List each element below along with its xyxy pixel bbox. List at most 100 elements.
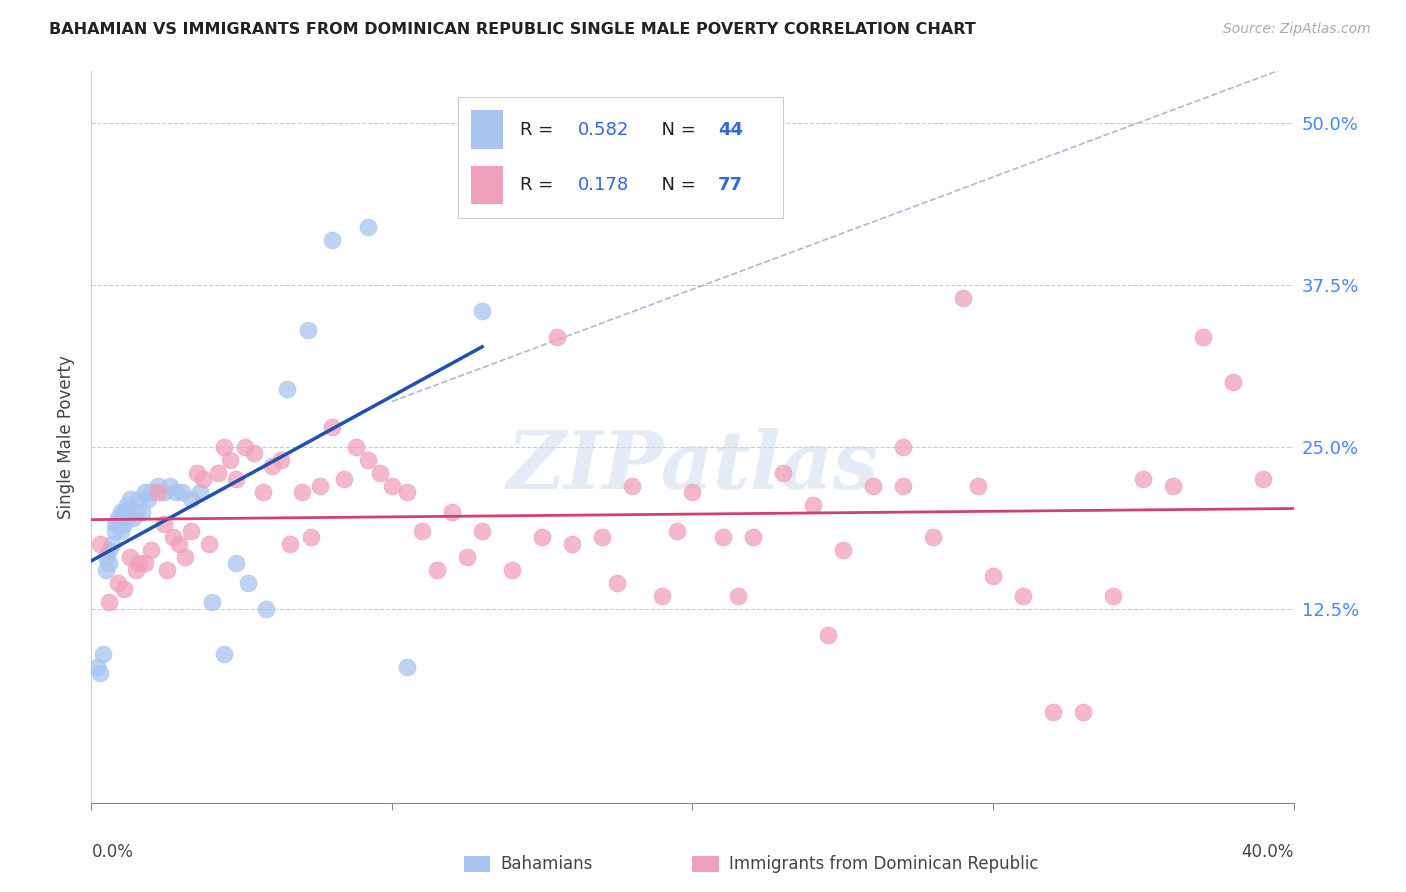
Point bbox=[197, 537, 219, 551]
Text: 0.0%: 0.0% bbox=[91, 843, 134, 861]
Text: 40.0%: 40.0% bbox=[1241, 843, 1294, 861]
Point bbox=[89, 537, 111, 551]
Point bbox=[117, 498, 139, 512]
Point bbox=[207, 466, 229, 480]
Point bbox=[236, 575, 259, 590]
Point bbox=[666, 524, 689, 538]
Point bbox=[104, 517, 127, 532]
Point bbox=[162, 530, 184, 544]
Point bbox=[114, 504, 136, 518]
Point bbox=[201, 595, 224, 609]
Point bbox=[146, 485, 169, 500]
Point bbox=[321, 233, 343, 247]
Point bbox=[165, 485, 187, 500]
Point bbox=[89, 666, 111, 681]
Point bbox=[381, 478, 404, 492]
Point bbox=[621, 478, 644, 492]
Point bbox=[107, 575, 129, 590]
Point bbox=[297, 323, 319, 337]
Point bbox=[1253, 472, 1275, 486]
Point bbox=[134, 557, 156, 571]
Point bbox=[344, 440, 367, 454]
Point bbox=[254, 601, 277, 615]
Point bbox=[308, 478, 330, 492]
Point bbox=[862, 478, 884, 492]
Point bbox=[173, 549, 195, 564]
Point bbox=[98, 543, 121, 558]
Point bbox=[114, 517, 136, 532]
Point bbox=[93, 647, 115, 661]
Point bbox=[801, 498, 824, 512]
Point bbox=[471, 524, 494, 538]
Point bbox=[141, 543, 163, 558]
Point bbox=[591, 530, 613, 544]
Point bbox=[101, 537, 124, 551]
Point bbox=[180, 491, 202, 506]
Point bbox=[711, 530, 734, 544]
Point bbox=[891, 478, 914, 492]
Point bbox=[128, 491, 150, 506]
Point bbox=[260, 459, 283, 474]
Point bbox=[86, 660, 108, 674]
Point bbox=[98, 595, 121, 609]
Point bbox=[411, 524, 433, 538]
Point bbox=[225, 472, 247, 486]
Point bbox=[291, 485, 314, 500]
Point bbox=[395, 660, 418, 674]
Point bbox=[152, 485, 174, 500]
Y-axis label: Single Male Poverty: Single Male Poverty bbox=[58, 355, 76, 519]
Bar bbox=[692, 856, 718, 872]
Point bbox=[1071, 705, 1094, 719]
Point bbox=[159, 478, 181, 492]
Point bbox=[225, 557, 247, 571]
Point bbox=[141, 485, 163, 500]
Point bbox=[96, 563, 118, 577]
Point bbox=[152, 517, 174, 532]
Point bbox=[146, 478, 169, 492]
Point bbox=[170, 485, 193, 500]
Point bbox=[125, 504, 148, 518]
Point bbox=[952, 291, 974, 305]
Point bbox=[218, 452, 240, 467]
Point bbox=[120, 491, 142, 506]
Point bbox=[186, 466, 208, 480]
Point bbox=[107, 517, 129, 532]
Point bbox=[357, 219, 380, 234]
Point bbox=[1042, 705, 1064, 719]
Point bbox=[967, 478, 990, 492]
Point bbox=[114, 582, 136, 597]
Point bbox=[368, 466, 391, 480]
Text: Immigrants from Dominican Republic: Immigrants from Dominican Republic bbox=[728, 855, 1038, 872]
Point bbox=[107, 511, 129, 525]
Point bbox=[117, 511, 139, 525]
Point bbox=[270, 452, 292, 467]
Point bbox=[333, 472, 356, 486]
Point bbox=[357, 452, 380, 467]
Point bbox=[831, 543, 853, 558]
Point bbox=[131, 504, 153, 518]
Point bbox=[122, 511, 145, 525]
Point bbox=[546, 330, 568, 344]
Text: Source: ZipAtlas.com: Source: ZipAtlas.com bbox=[1223, 22, 1371, 37]
Point bbox=[134, 485, 156, 500]
Point bbox=[440, 504, 463, 518]
Point bbox=[606, 575, 628, 590]
Point bbox=[772, 466, 794, 480]
Point bbox=[456, 549, 478, 564]
Point bbox=[741, 530, 763, 544]
Point bbox=[321, 420, 343, 434]
Point bbox=[98, 557, 121, 571]
Point bbox=[188, 485, 211, 500]
Point bbox=[212, 647, 235, 661]
Text: Bahamians: Bahamians bbox=[501, 855, 592, 872]
Point bbox=[1192, 330, 1215, 344]
Point bbox=[299, 530, 322, 544]
Point bbox=[278, 537, 301, 551]
Text: BAHAMIAN VS IMMIGRANTS FROM DOMINICAN REPUBLIC SINGLE MALE POVERTY CORRELATION C: BAHAMIAN VS IMMIGRANTS FROM DOMINICAN RE… bbox=[49, 22, 976, 37]
Point bbox=[180, 524, 202, 538]
Point bbox=[252, 485, 274, 500]
Point bbox=[891, 440, 914, 454]
Point bbox=[138, 491, 160, 506]
Bar bbox=[464, 856, 491, 872]
Point bbox=[110, 504, 132, 518]
